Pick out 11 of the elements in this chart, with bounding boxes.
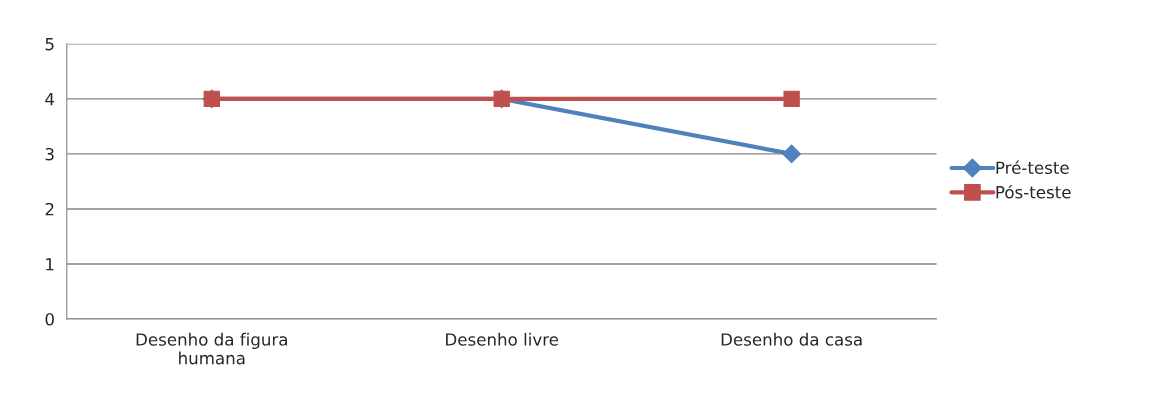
y-tick-label: 4 — [45, 93, 55, 106]
y-tick-label: 2 — [45, 202, 54, 216]
x-tick-label: Desenho livre — [446, 332, 559, 346]
x-tick-label: Desenho da casa — [721, 332, 862, 346]
legend-label: Pré-teste — [996, 160, 1069, 175]
y-tick-label: 0 — [45, 312, 54, 326]
y-tick-label: 1 — [46, 258, 54, 271]
y-tick-label: 3 — [45, 147, 54, 161]
y-tick-label: 5 — [45, 38, 54, 51]
legend-label: Pós-teste — [996, 184, 1071, 199]
x-tick-label: Desenho da figura humana — [136, 332, 287, 365]
